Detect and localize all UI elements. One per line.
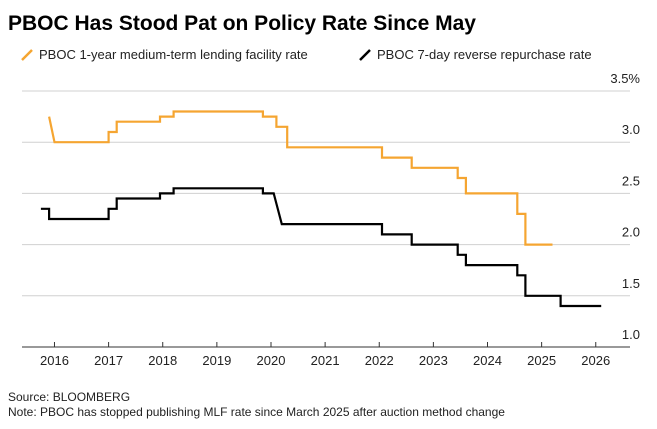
y-tick-label: 3.0	[622, 122, 640, 137]
note: Note: PBOC has stopped publishing MLF ra…	[8, 405, 505, 419]
series-line	[48, 110, 553, 246]
y-tick-label: 2.0	[622, 225, 640, 240]
y-tick-label: 3.5%	[610, 71, 640, 86]
y-tick-label: 2.5	[622, 173, 640, 188]
x-tick-label: 2026	[581, 353, 610, 368]
x-tick-label: 2024	[473, 353, 502, 368]
x-tick-label: 2019	[202, 353, 231, 368]
x-tick-label: 2021	[311, 353, 340, 368]
x-tick-label: 2016	[40, 353, 69, 368]
x-tick-label: 2017	[94, 353, 123, 368]
y-tick-label: 1.5	[622, 276, 640, 291]
series-line	[40, 187, 602, 308]
chart-title: PBOC Has Stood Pat on Policy Rate Since …	[8, 12, 476, 35]
x-tick-label: 2023	[419, 353, 448, 368]
x-tick-label: 2022	[365, 353, 394, 368]
y-tick-label: 1.0	[622, 327, 640, 342]
source: Source: BLOOMBERG	[8, 390, 130, 404]
x-tick-label: 2018	[148, 353, 177, 368]
legend-swatch	[359, 49, 371, 61]
legend-swatch	[21, 49, 33, 61]
legend-label: PBOC 7-day reverse repurchase rate	[377, 47, 592, 62]
legend-label: PBOC 1-year medium-term lending facility…	[39, 47, 308, 62]
x-tick-label: 2020	[257, 353, 286, 368]
x-tick-label: 2025	[527, 353, 556, 368]
